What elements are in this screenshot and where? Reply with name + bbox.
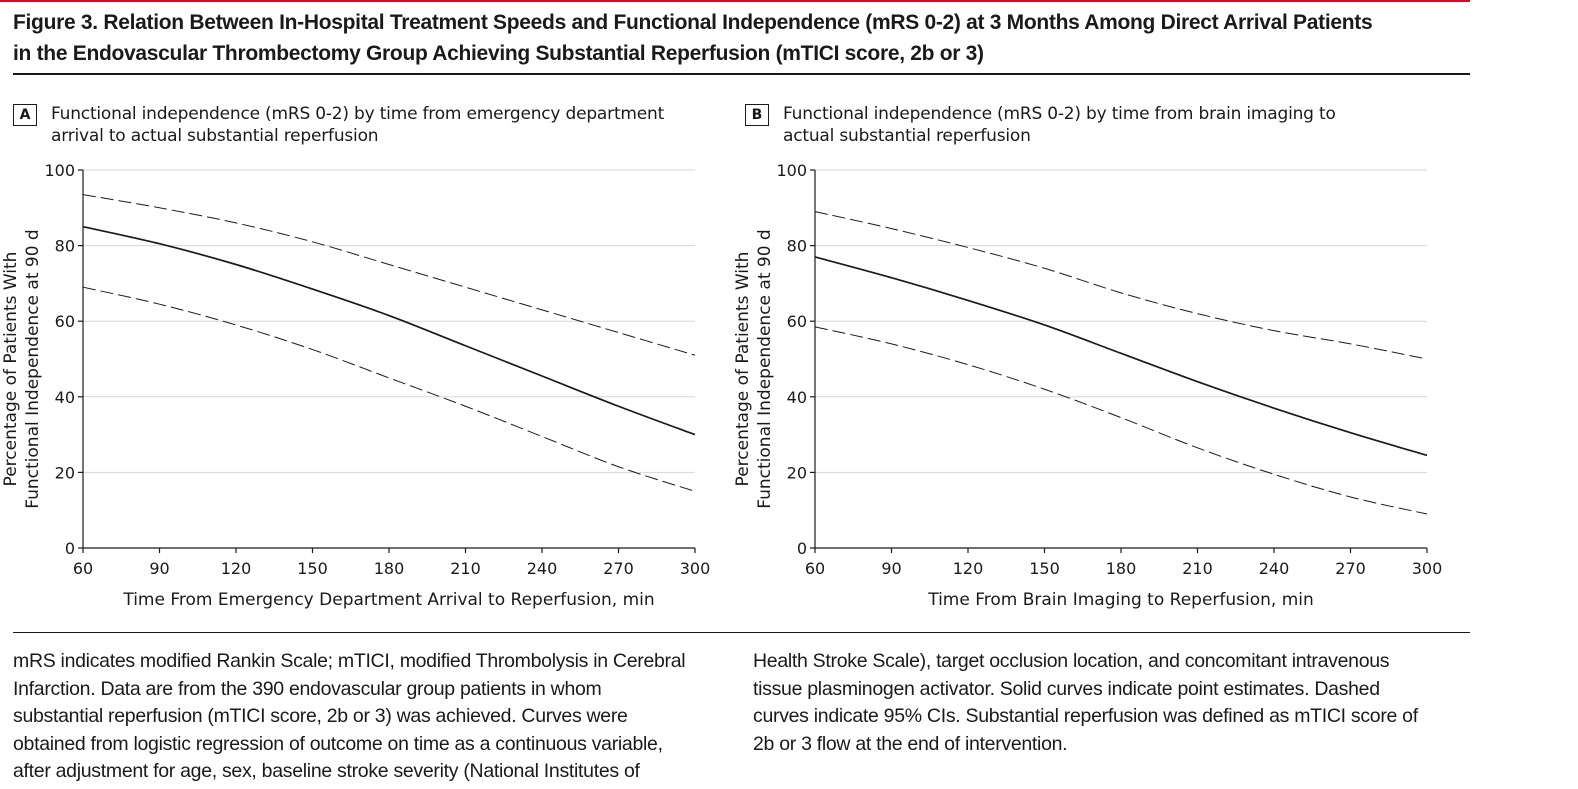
chart-b-series-upper-ci [814, 211, 1428, 360]
chart-a-x-tick-label-180: 180 [374, 559, 405, 578]
title-divider [13, 73, 1470, 75]
chart-b-y-tick-label-100: 100 [776, 161, 807, 180]
chart-a-x-tick-label-150: 150 [297, 559, 328, 578]
chart-b-x-tick-label-60: 60 [805, 559, 825, 578]
chart-b-x-tick-label-180: 180 [1106, 559, 1137, 578]
caption-left-line-3: substantial reperfusion (mTICI score, 2b… [13, 705, 628, 727]
chart-a-x-tick-label-270: 270 [603, 559, 634, 578]
chart-b-x-tick-label-150: 150 [1029, 559, 1060, 578]
caption-left-line-2: Infarction. Data are from the 390 endova… [13, 677, 602, 700]
caption-left-line-5: after adjustment for age, sex, baseline … [13, 760, 640, 782]
chart-a-y-tick-label-60: 60 [55, 312, 75, 331]
chart-a-y-tick-label-100: 100 [44, 161, 75, 180]
chart-a-series-upper-ci [82, 194, 696, 356]
chart-a-y-tick-label-80: 80 [55, 237, 75, 256]
chart-b-y-tick-label-40: 40 [787, 388, 807, 407]
chart-a-x-tick-label-120: 120 [221, 559, 252, 578]
caption-left-line-1: mRS indicates modified Rankin Scale; mTI… [13, 650, 686, 672]
chart-a-y-tick-label-40: 40 [55, 388, 75, 407]
caption-divider [13, 632, 1470, 633]
chart-a-x-tick-label-60: 60 [73, 559, 93, 578]
panel-b-label: B [745, 104, 769, 126]
top-accent-bar [0, 0, 1470, 2]
chart-b-y-axis-label-line-1: Percentage of Patients With [733, 252, 753, 487]
chart-b-x-tick-label-300: 300 [1412, 559, 1443, 578]
chart-b-y-tick-label-20: 20 [787, 463, 807, 482]
chart-a-y-tick-label-0: 0 [65, 539, 75, 558]
chart-a-x-tick-label-210: 210 [450, 559, 481, 578]
chart-b: 0 20 40 60 80 100 60 90 120 150 180 210 240 270 300 Tim… [733, 161, 1443, 610]
panel-a-label: A [13, 104, 37, 126]
chart-a-y-axis-label-line-1: Percentage of Patients With [1, 252, 21, 487]
chart-b-x-tick-label-270: 270 [1335, 559, 1366, 578]
chart-b-series-lower-ci [814, 326, 1428, 515]
chart-a-x-tick-label-300: 300 [680, 559, 711, 578]
chart-a-series-point-estimate [82, 225, 696, 436]
caption-right-line-3: curves indicate 95% CIs. Substantial rep… [753, 705, 1418, 727]
chart-b-y-tick-label-80: 80 [787, 237, 807, 256]
chart-b-x-tick-label-240: 240 [1259, 559, 1290, 578]
chart-a-x-tick-label-90: 90 [149, 559, 169, 578]
panel-b-title-line-1: Functional independence (mRS 0-2) by tim… [783, 104, 1336, 124]
panel-b-title-line-2: actual substantial reperfusion [783, 126, 1031, 146]
chart-b-y-tick-label-0: 0 [797, 539, 807, 558]
caption-right-line-1: Health Stroke Scale), target occlusion l… [753, 650, 1390, 672]
chart-a-y-tick-label-20: 20 [55, 463, 75, 482]
chart-b-y-tick-label-60: 60 [787, 312, 807, 331]
chart-b-x-tick-label-210: 210 [1182, 559, 1213, 578]
caption-right: Health Stroke Scale), target occlusion l… [753, 648, 1453, 758]
panel-a-title-line-1: Functional independence (mRS 0-2) by tim… [51, 104, 665, 124]
caption-left: mRS indicates modified Rankin Scale; mTI… [13, 648, 713, 786]
figure-title-line-1: Figure 3. Relation Between In-Hospital T… [13, 11, 1373, 34]
chart-a-x-axis-label: Time From Emergency Department Arrival t… [122, 590, 654, 610]
chart-a-x-tick-label-240: 240 [527, 559, 558, 578]
panel-a-title: Functional independence (mRS 0-2) by tim… [51, 103, 711, 147]
panel-a-title-line-2: arrival to actual substantial reperfusio… [51, 126, 379, 146]
chart-b-x-tick-label-120: 120 [953, 559, 984, 578]
chart-b-x-axis-label: Time From Brain Imaging to Reperfusion, … [927, 590, 1314, 610]
caption-left-line-4: obtained from logistic regression of out… [13, 732, 663, 755]
caption-right-line-2: tissue plasminogen activator. Solid curv… [753, 677, 1380, 700]
chart-a: 0 20 40 60 80 100 60 90 120 150 180 210 240 270 300 Tim… [1, 161, 711, 610]
panel-b-title: Functional independence (mRS 0-2) by tim… [783, 103, 1443, 147]
figure-title-line-2: in the Endovascular Thrombectomy Group A… [13, 42, 984, 65]
chart-b-y-axis-label-line-2: Functional Independence at 90 d [755, 229, 775, 508]
chart-a-series-lower-ci [82, 286, 696, 492]
chart-b-x-tick-label-90: 90 [881, 559, 901, 578]
chart-a-y-axis-label-line-2: Functional Independence at 90 d [23, 229, 43, 508]
chart-b-series-point-estimate [814, 256, 1428, 457]
caption-right-line-4: 2b or 3 flow at the end of intervention. [753, 732, 1068, 755]
figure-title: Figure 3. Relation Between In-Hospital T… [13, 7, 1453, 69]
